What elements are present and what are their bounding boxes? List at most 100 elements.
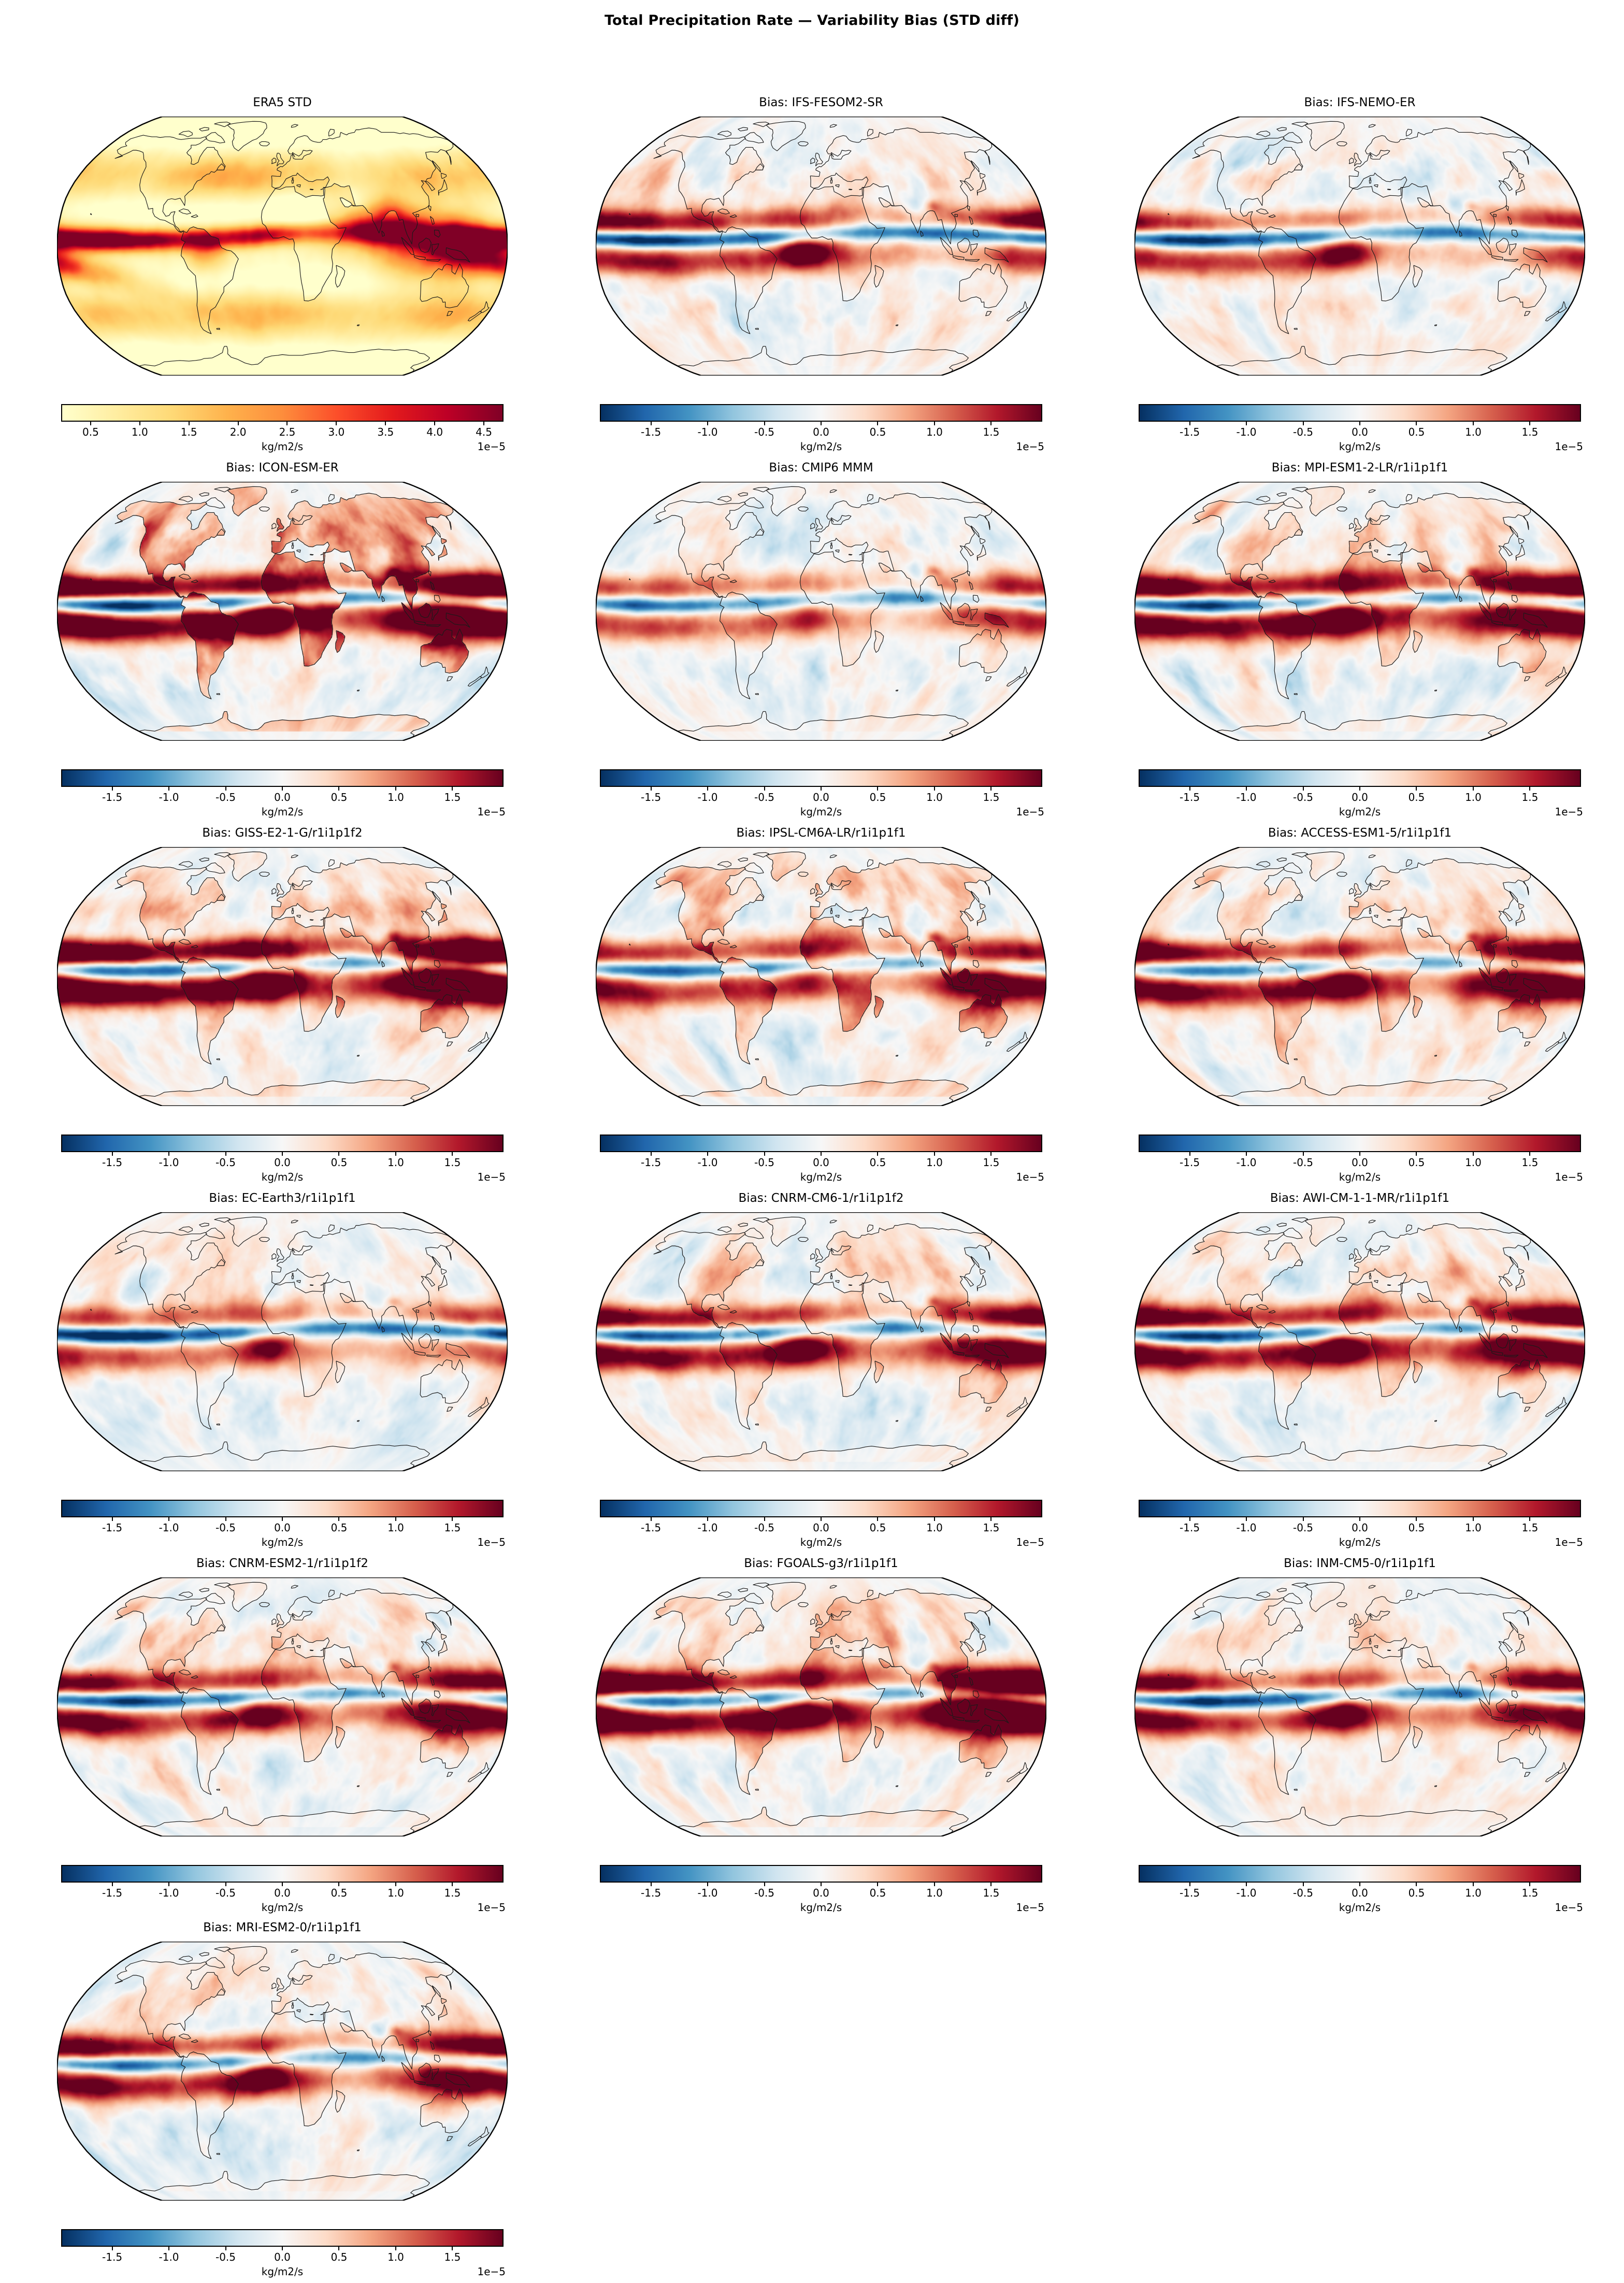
colorbar-tick-label: 0.0 [813, 791, 829, 803]
colorbar-ticks: -1.5 -1.0 -0.5 0.0 0.5 1.0 1.5 [600, 422, 1042, 439]
map-frame [1134, 1212, 1585, 1471]
colorbar-tickmark [237, 422, 239, 425]
colorbar-tick-label: -1.5 [102, 1521, 123, 1534]
colorbar-14: -1.5 -1.0 -0.5 0.0 0.5 1.0 1.5 kg/m2/s 1e−5 [1139, 1865, 1583, 1914]
colorbar-tickmark [111, 1152, 113, 1156]
colorbar-tick-label: 4.5 [476, 426, 492, 438]
colorbar-tickmark [168, 1517, 170, 1521]
colorbar-ticks: -1.5 -1.0 -0.5 0.0 0.5 1.0 1.5 [600, 1517, 1042, 1535]
colorbar-tick-label: 0.5 [869, 1156, 886, 1169]
colorbar-tick-label: 0.5 [1408, 426, 1425, 438]
world-map-15 [57, 1942, 508, 2201]
colorbar-tick-label: 1.0 [387, 2251, 404, 2263]
colorbar-tick-label: 1.0 [1465, 1156, 1482, 1169]
colorbar-tick-label: -1.0 [159, 791, 179, 803]
colorbar-tick-label: 1.0 [926, 791, 943, 803]
colorbar-tickmark [1359, 1152, 1360, 1156]
colorbar-ticks: -1.5 -1.0 -0.5 0.0 0.5 1.0 1.5 [61, 1517, 504, 1535]
colorbar-tickmark [1189, 422, 1190, 425]
colorbar-ticks: -1.5 -1.0 -0.5 0.0 0.5 1.0 1.5 [1139, 1517, 1581, 1535]
colorbar-tickmark [1359, 422, 1360, 425]
colorbar-tickmark [1359, 787, 1360, 791]
colorbar-tick-label: 1.5 [1521, 1521, 1539, 1534]
colorbar-tick-label: 1.0 [1465, 1887, 1482, 1899]
colorbar-10: -1.5 -1.0 -0.5 0.0 0.5 1.0 1.5 kg/m2/s 1e−5 [600, 1500, 1044, 1548]
coastline-overlay [57, 482, 508, 741]
colorbar-tickmark [286, 422, 288, 425]
world-map-12 [57, 1577, 508, 1836]
colorbar-tickmark [821, 1152, 822, 1156]
colorbar-unit-label: kg/m2/s [800, 440, 842, 453]
colorbar-tick-label: -0.5 [215, 1521, 236, 1534]
colorbar-tickmark [990, 1517, 992, 1521]
colorbar-gradient [61, 404, 504, 422]
colorbar-tick-label: 0.5 [330, 2251, 348, 2263]
colorbar-tick-label: -1.5 [641, 1156, 662, 1169]
colorbar-tick-label: 0.0 [813, 1887, 829, 1899]
panel-title: Bias: MPI-ESM1-2-LR/r1i1p1f1 [1271, 461, 1448, 475]
colorbar-tick-label: 0.0 [274, 791, 291, 803]
colorbar-tickmark [1529, 1152, 1531, 1156]
coastline-overlay [57, 117, 508, 376]
colorbar-tick-label: -1.5 [1180, 791, 1200, 803]
colorbar-tick-label: -1.0 [1236, 791, 1257, 803]
colorbar-tickmark [395, 1517, 396, 1521]
colorbar-tickmark [1416, 787, 1417, 791]
world-map-9 [57, 1212, 508, 1471]
colorbar-unit-label: kg/m2/s [800, 806, 842, 818]
colorbar-tick-label: 0.0 [1352, 1521, 1368, 1534]
colorbar-gradient [61, 1135, 504, 1152]
coastline-overlay [1134, 482, 1585, 741]
colorbar-tick-label: -1.5 [1180, 426, 1200, 438]
colorbar-tick-label: 1.0 [1465, 791, 1482, 803]
colorbar-tick-label: 0.5 [869, 791, 886, 803]
colorbar-unit-label: kg/m2/s [1339, 1536, 1381, 1548]
colorbar-ticks: -1.5 -1.0 -0.5 0.0 0.5 1.0 1.5 [61, 1883, 504, 1900]
colorbar-tickmark [385, 422, 386, 425]
colorbar-tickmark [282, 1517, 283, 1521]
colorbar-exponent-label: 1e−5 [477, 2265, 506, 2278]
colorbar-tick-label: 0.5 [330, 1156, 348, 1169]
colorbar-3: -1.5 -1.0 -0.5 0.0 0.5 1.0 1.5 kg/m2/s 1e−5 [61, 769, 506, 818]
colorbar-tick-label: 4.0 [426, 426, 443, 438]
colorbar-tickmark [90, 422, 91, 425]
colorbar-tickmark [395, 1883, 396, 1886]
map-frame [596, 1212, 1046, 1471]
colorbar-tick-label: -1.0 [1236, 1156, 1257, 1169]
colorbar-exponent-label: 1e−5 [1555, 806, 1583, 818]
world-map-4 [596, 482, 1046, 741]
colorbar-8: -1.5 -1.0 -0.5 0.0 0.5 1.0 1.5 kg/m2/s 1e−5 [1139, 1135, 1583, 1183]
colorbar-tick-label: 1.5 [1521, 1887, 1539, 1899]
colorbar-tick-label: -0.5 [754, 1156, 775, 1169]
colorbar-tickmark [1302, 1152, 1304, 1156]
colorbar-tickmark [338, 2247, 340, 2250]
colorbar-exponent-label: 1e−5 [1016, 1171, 1044, 1183]
panel-title: ERA5 STD [253, 96, 312, 109]
colorbar-tickmark [434, 422, 436, 425]
colorbar-tickmark [1189, 1152, 1190, 1156]
colorbar-ticks: -1.5 -1.0 -0.5 0.0 0.5 1.0 1.5 [61, 1152, 504, 1170]
colorbar-tickmark [395, 1152, 396, 1156]
colorbar-tick-label: 0.5 [869, 1521, 886, 1534]
colorbar-exponent-label: 1e−5 [1016, 440, 1044, 453]
colorbar-gradient [1139, 1135, 1581, 1152]
colorbar-tick-label: 0.5 [330, 1887, 348, 1899]
colorbar-tick-label: -1.0 [1236, 1521, 1257, 1534]
coastline-overlay [57, 1212, 508, 1471]
colorbar-tick-label: -0.5 [754, 1887, 775, 1899]
colorbar-tick-label: 1.0 [387, 791, 404, 803]
figure-title: Total Precipitation Rate — Variability B… [604, 12, 1020, 28]
colorbar-tickmark [821, 1883, 822, 1886]
colorbar-unit-label: kg/m2/s [1339, 806, 1381, 818]
colorbar-tick-label: -0.5 [215, 1887, 236, 1899]
colorbar-tickmark [1189, 1517, 1190, 1521]
map-frame [57, 482, 508, 741]
colorbar-unit-label: kg/m2/s [261, 1901, 304, 1914]
colorbar-tickmark [336, 422, 337, 425]
colorbar-tick-label: -1.0 [697, 1887, 718, 1899]
colorbar-tickmark [933, 787, 935, 791]
colorbar-tick-label: 0.5 [869, 426, 886, 438]
colorbar-tick-label: 1.5 [1521, 791, 1539, 803]
colorbar-tick-label: 1.5 [444, 1156, 461, 1169]
coastline-overlay [1134, 847, 1585, 1106]
